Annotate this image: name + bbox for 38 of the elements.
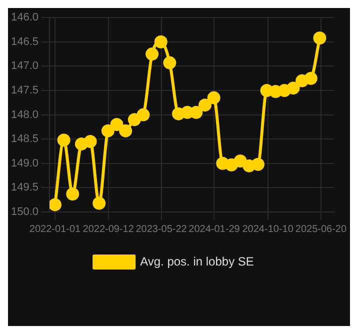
point <box>286 82 300 95</box>
point <box>313 32 326 45</box>
point <box>224 158 238 172</box>
y-tick-label: 147.0 <box>10 60 39 72</box>
point <box>304 72 318 85</box>
x-tick-label: 2024-01-29 <box>188 224 240 235</box>
point <box>66 188 80 201</box>
legend-label: Avg. pos. in lobby SE <box>140 254 254 268</box>
x-tick-label: 2022-09-12 <box>82 224 134 235</box>
point <box>101 124 114 138</box>
x-tick-label: 2023-05-22 <box>136 224 188 235</box>
y-tick-label: 149.0 <box>10 157 39 170</box>
point <box>110 118 124 132</box>
point <box>119 124 132 138</box>
x-tick-label: 2022-01-01 <box>29 224 81 235</box>
x-tick-label: 2024-10-10 <box>242 224 294 235</box>
y-tick-label: 148.0 <box>10 108 39 121</box>
point <box>234 154 247 168</box>
point <box>154 35 168 48</box>
y-tick-label: 150.0 <box>10 206 39 218</box>
point <box>92 196 106 210</box>
point <box>128 113 141 126</box>
point <box>207 91 220 104</box>
point <box>84 135 97 148</box>
point <box>50 198 62 212</box>
x-tick-label: 2025-06-20 <box>295 224 347 235</box>
point <box>163 56 176 70</box>
y-tick-label: 149.5 <box>10 182 39 194</box>
point <box>57 134 70 147</box>
y-tick-label: 148.5 <box>10 133 39 146</box>
point <box>136 108 150 122</box>
point <box>190 106 203 119</box>
point <box>146 48 159 61</box>
y-tick-label: 146.0 <box>10 12 39 24</box>
point <box>251 158 264 171</box>
y-tick-label: 147.5 <box>10 84 39 97</box>
point <box>198 98 212 112</box>
y-tick-label: 146.5 <box>10 36 39 48</box>
